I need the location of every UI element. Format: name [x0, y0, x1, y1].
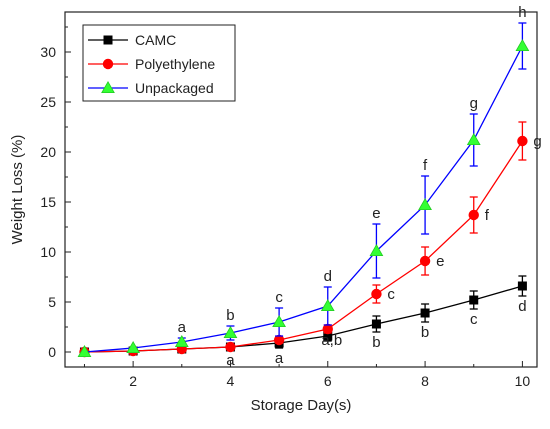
y-tick-label: 25	[40, 94, 56, 110]
axes: 2 4 6 8 10 0 5 10 15 20 25 30	[40, 26, 531, 389]
data-point	[126, 340, 141, 354]
data-point	[371, 288, 382, 300]
significance-label: d	[518, 298, 526, 315]
x-tick-label: 10	[515, 373, 531, 389]
x-tick-label: 6	[324, 373, 332, 389]
x-tick-label: 4	[227, 373, 235, 389]
significance-label: a,b	[321, 332, 342, 349]
data-point	[323, 331, 333, 341]
significance-label: b	[372, 334, 380, 351]
data-point	[469, 295, 479, 305]
data-point	[515, 38, 530, 52]
series-line	[84, 140, 523, 353]
significance-label: d	[324, 268, 332, 285]
y-tick-label: 15	[40, 194, 56, 210]
legend-marker	[103, 35, 113, 45]
legend-item: CAMC	[88, 32, 176, 48]
series-camc: a a a,b b b c d	[79, 275, 527, 369]
data-point	[418, 197, 432, 211]
data-point	[273, 334, 285, 346]
y-tick-label: 5	[48, 294, 56, 310]
data-point	[322, 323, 333, 335]
significance-label: a	[275, 350, 284, 367]
legend-marker	[101, 80, 115, 94]
significance-label: c	[470, 311, 478, 328]
series-line	[84, 285, 523, 353]
data-point	[468, 209, 479, 221]
legend-marker	[102, 58, 114, 70]
legend-label: Polyethylene	[135, 56, 215, 72]
significance-label: f	[485, 207, 490, 224]
data-point	[419, 255, 431, 267]
significance-label: b	[226, 307, 234, 324]
legend-label: CAMC	[135, 32, 176, 48]
data-point	[371, 319, 381, 329]
significance-label: e	[372, 205, 380, 222]
y-tick-label: 10	[40, 244, 56, 260]
data-point	[77, 344, 92, 358]
significance-label: a	[178, 319, 187, 336]
legend-item: Polyethylene	[88, 56, 215, 72]
y-tick-label: 30	[40, 44, 56, 60]
data-point	[223, 325, 238, 339]
significance-label: f	[423, 157, 428, 174]
y-axis-label: Weight Loss (%)	[9, 135, 26, 245]
significance-label: e	[436, 253, 444, 270]
x-tick-label: 2	[129, 373, 137, 389]
data-point	[517, 135, 528, 147]
plot-frame	[64, 11, 538, 368]
significance-label: b	[421, 324, 429, 341]
legend: CAMC Polyethylene Unpackaged	[82, 24, 236, 102]
data-point	[174, 334, 189, 348]
legend-item: Unpackaged	[88, 80, 214, 96]
data-point	[369, 243, 384, 257]
y-tick-label: 20	[40, 144, 56, 160]
significance-label: c	[387, 286, 395, 303]
data-point	[517, 281, 527, 291]
data-point	[466, 132, 481, 146]
y-tick-label: 0	[48, 344, 56, 360]
series-line	[84, 45, 523, 353]
data-point	[320, 298, 335, 312]
significance-label: a	[226, 352, 235, 369]
data-point	[420, 308, 430, 318]
legend-label: Unpackaged	[135, 80, 214, 96]
x-axis-label: Storage Day(s)	[251, 397, 352, 414]
data-point	[272, 314, 286, 328]
significance-label: c	[275, 289, 283, 306]
data-point	[225, 341, 236, 353]
x-tick-label: 8	[421, 373, 429, 389]
significance-label: g	[470, 95, 478, 112]
